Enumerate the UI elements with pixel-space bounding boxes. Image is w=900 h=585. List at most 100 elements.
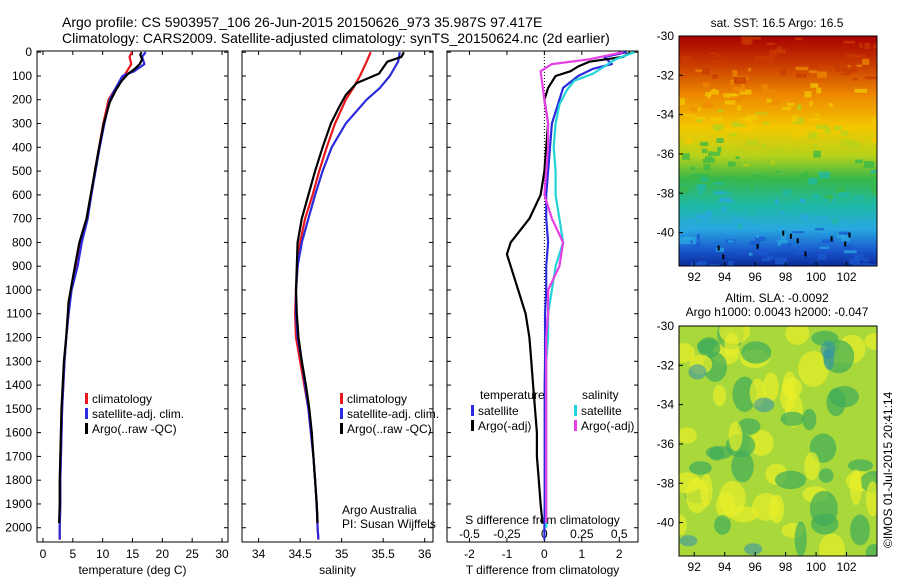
sst-texture-cell xyxy=(710,117,723,123)
sst-texture-cell xyxy=(863,204,873,212)
sla-texture-blob xyxy=(850,514,870,546)
legend-title: salinity xyxy=(582,388,619,402)
y-tick-label: 1700 xyxy=(5,449,32,463)
x-tick-label: 5 xyxy=(69,547,76,561)
sst-texture-cell xyxy=(872,116,877,122)
sst-texture-cell xyxy=(818,171,830,179)
sst-texture-cell xyxy=(823,198,830,203)
x-tick-label: 25 xyxy=(186,547,200,561)
x-axis-label: T difference from climatology xyxy=(466,563,620,577)
sst-texture-cell xyxy=(712,60,724,66)
sla-texture-blob xyxy=(752,493,781,521)
sst-texture-cell xyxy=(733,217,743,221)
x2-tick-label: 0.5 xyxy=(611,527,628,541)
sst-texture-cell xyxy=(851,263,861,266)
sst-texture-cell xyxy=(730,79,735,86)
sst-texture-cell xyxy=(750,183,754,190)
sst-texture-cell xyxy=(774,199,779,204)
map-y-tick-label: -36 xyxy=(657,147,675,161)
sst-texture-cell xyxy=(850,248,858,252)
sst-texture-cell xyxy=(739,89,752,95)
series-group xyxy=(505,51,635,540)
sst-texture-cell xyxy=(854,88,868,93)
sst-texture-cell xyxy=(734,149,743,152)
sst-texture-cell xyxy=(768,101,779,105)
sst-texture-cell xyxy=(732,124,745,128)
sst-texture-cell xyxy=(686,219,696,222)
sst-texture-cell xyxy=(723,203,730,207)
sla-texture-blob xyxy=(741,341,772,364)
sst-texture-cell xyxy=(704,156,712,160)
sst-texture-cell xyxy=(712,88,716,92)
sst-texture-cell xyxy=(781,243,792,248)
sst-texture-cell xyxy=(715,191,727,194)
sst-texture-cell xyxy=(695,241,701,247)
sst-texture-cell xyxy=(760,253,765,257)
sst-texture-cell xyxy=(867,264,877,266)
sst-texture-cell xyxy=(717,245,720,251)
x-tick-label: 30 xyxy=(215,547,229,561)
sla-texture-blob xyxy=(826,388,846,417)
y-tick-label: 900 xyxy=(12,259,32,273)
legend-swatch xyxy=(340,393,343,404)
sst-texture-cell xyxy=(832,204,843,207)
sst-texture-cell xyxy=(690,166,696,170)
sst-texture-cell xyxy=(856,64,863,67)
sst-texture-cell xyxy=(731,121,740,126)
sst-texture-cell xyxy=(690,262,702,266)
sst-texture-cell xyxy=(782,230,785,236)
sla-map-subtitle: Argo h1000: 0.0043 h2000: -0.047 xyxy=(686,305,869,319)
map-x-tick-label: 92 xyxy=(688,560,702,574)
map-x-tick-label: 100 xyxy=(806,560,826,574)
sst-texture-cell xyxy=(833,126,842,131)
sst-texture-cell xyxy=(808,70,818,74)
sst-texture-cell xyxy=(828,59,833,64)
sst-texture-cell xyxy=(722,206,727,212)
sst-texture-cell xyxy=(776,170,781,173)
sst-texture-cell xyxy=(763,88,776,94)
figure-title-line1: Argo profile: CS 5903957_106 26-Jun-2015… xyxy=(62,14,542,30)
sst-texture-cell xyxy=(680,187,689,194)
sla-texture-blob xyxy=(780,411,805,427)
x2-tick-label: -0.25 xyxy=(493,527,521,541)
sst-texture-cell xyxy=(682,153,690,160)
salinity-profile-chart: 34 34.5 35 35.5 36 salinity climatologysatelli… xyxy=(241,50,439,577)
legend-label: Argo(-adj) xyxy=(581,419,634,433)
sst-texture-cell xyxy=(753,174,763,181)
sst-texture-cell xyxy=(683,114,696,117)
sst-texture-cell xyxy=(841,139,855,146)
map-x-tick-label: 102 xyxy=(837,560,857,574)
series-line xyxy=(543,51,628,540)
sst-texture-cell xyxy=(762,121,770,125)
sst-texture-cell xyxy=(692,198,699,202)
sst-texture-cell xyxy=(799,174,804,178)
sst-texture-cell xyxy=(737,223,749,230)
sst-texture-cell xyxy=(789,233,792,239)
sst-texture-cell xyxy=(801,214,810,220)
map-y-tick-label: -34 xyxy=(657,398,675,412)
annotation-text: PI: Susan Wijffels xyxy=(342,517,436,531)
sst-texture-cell xyxy=(812,144,817,151)
sst-texture-cell xyxy=(782,107,792,111)
sst-texture-cell xyxy=(737,105,741,111)
map-y-tick-label: -40 xyxy=(657,516,675,530)
sst-texture-cell xyxy=(710,90,719,95)
sst-texture-cell xyxy=(795,73,803,78)
sst-texture-cell xyxy=(802,73,807,78)
sst-texture-cell xyxy=(730,96,743,101)
sst-texture-cell xyxy=(765,228,772,233)
y-tick-label: 2000 xyxy=(5,521,32,535)
annotation-text: Argo Australia xyxy=(342,503,417,517)
sst-texture-cell xyxy=(732,70,738,77)
sst-texture-cell xyxy=(860,263,871,266)
sst-texture-cell xyxy=(702,68,710,75)
y-tick-label: 1900 xyxy=(5,497,32,511)
sst-texture-cell xyxy=(728,261,734,266)
sst-texture-cell xyxy=(795,66,809,71)
sst-texture-cell xyxy=(843,250,857,254)
legend-label: satellite-adj. clim. xyxy=(92,407,184,421)
sst-texture-cell xyxy=(701,148,708,154)
sst-texture-cell xyxy=(828,103,833,107)
y-tick-label: 400 xyxy=(12,140,32,154)
map-y-tick-label: -36 xyxy=(657,437,675,451)
